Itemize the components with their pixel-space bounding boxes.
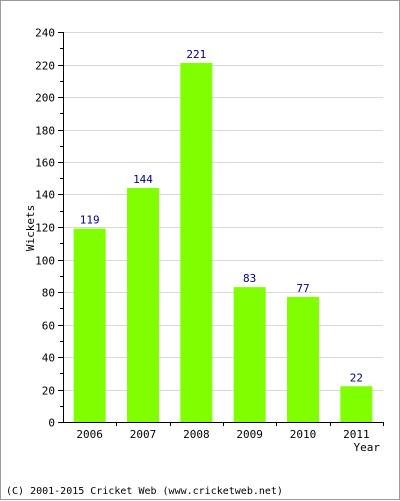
y-tick-label: 40 (42, 352, 55, 365)
y-tick-label: 140 (35, 189, 55, 202)
y-axis-label: Wickets (24, 205, 37, 251)
x-tick-labels: 2006 2007 2008 2009 2010 2011 (76, 428, 369, 441)
x-axis-label: Year (354, 441, 381, 454)
x-tick-label-2010: 2010 (290, 428, 317, 441)
x-tick-label-2011: 2011 (343, 428, 370, 441)
axes (58, 32, 384, 426)
data-label-2006: 119 (80, 214, 100, 227)
y-tick-label: 120 (35, 222, 55, 235)
data-labels: 119 144 221 83 77 22 (80, 48, 363, 384)
y-tick-label: 220 (35, 60, 55, 73)
bar-2006 (73, 228, 106, 422)
y-tick-label: 180 (35, 125, 55, 138)
y-tick-label: 60 (42, 320, 55, 333)
data-label-2007: 144 (133, 173, 153, 186)
y-tick-label: 20 (42, 385, 55, 398)
data-label-2008: 221 (186, 48, 206, 61)
bars (73, 62, 373, 422)
x-tick-label-2007: 2007 (130, 428, 157, 441)
y-tick-label: 0 (48, 417, 55, 430)
bar-2011 (340, 386, 373, 422)
y-tick-label: 200 (35, 92, 55, 105)
x-tick-label-2008: 2008 (183, 428, 210, 441)
y-tick-label: 80 (42, 287, 55, 300)
y-tick-label: 240 (35, 27, 55, 40)
gridlines (63, 32, 383, 391)
bar-2010 (287, 296, 319, 422)
data-label-2009: 83 (243, 272, 256, 285)
x-tick-label-2009: 2009 (236, 428, 263, 441)
data-label-2010: 77 (296, 282, 309, 295)
y-tick-label: 160 (35, 157, 55, 170)
data-label-2011: 22 (350, 371, 363, 384)
copyright-text: (C) 2001-2015 Cricket Web (www.cricketwe… (6, 486, 283, 497)
bar-2007 (127, 188, 159, 422)
bar-2009 (233, 287, 266, 422)
y-tick-labels: 0 20 40 60 80 100 120 140 160 180 200 220 240 (35, 27, 55, 430)
x-tick-label-2006: 2006 (76, 428, 103, 441)
y-tick-label: 100 (35, 255, 55, 268)
bar-2008 (180, 62, 213, 422)
